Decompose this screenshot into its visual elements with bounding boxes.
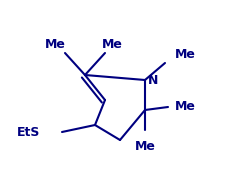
- Text: Me: Me: [175, 48, 196, 61]
- Text: Me: Me: [175, 101, 196, 113]
- Text: N: N: [148, 74, 158, 86]
- Text: Me: Me: [101, 38, 122, 51]
- Text: EtS: EtS: [17, 125, 40, 139]
- Text: Me: Me: [135, 140, 155, 153]
- Text: Me: Me: [44, 38, 65, 51]
